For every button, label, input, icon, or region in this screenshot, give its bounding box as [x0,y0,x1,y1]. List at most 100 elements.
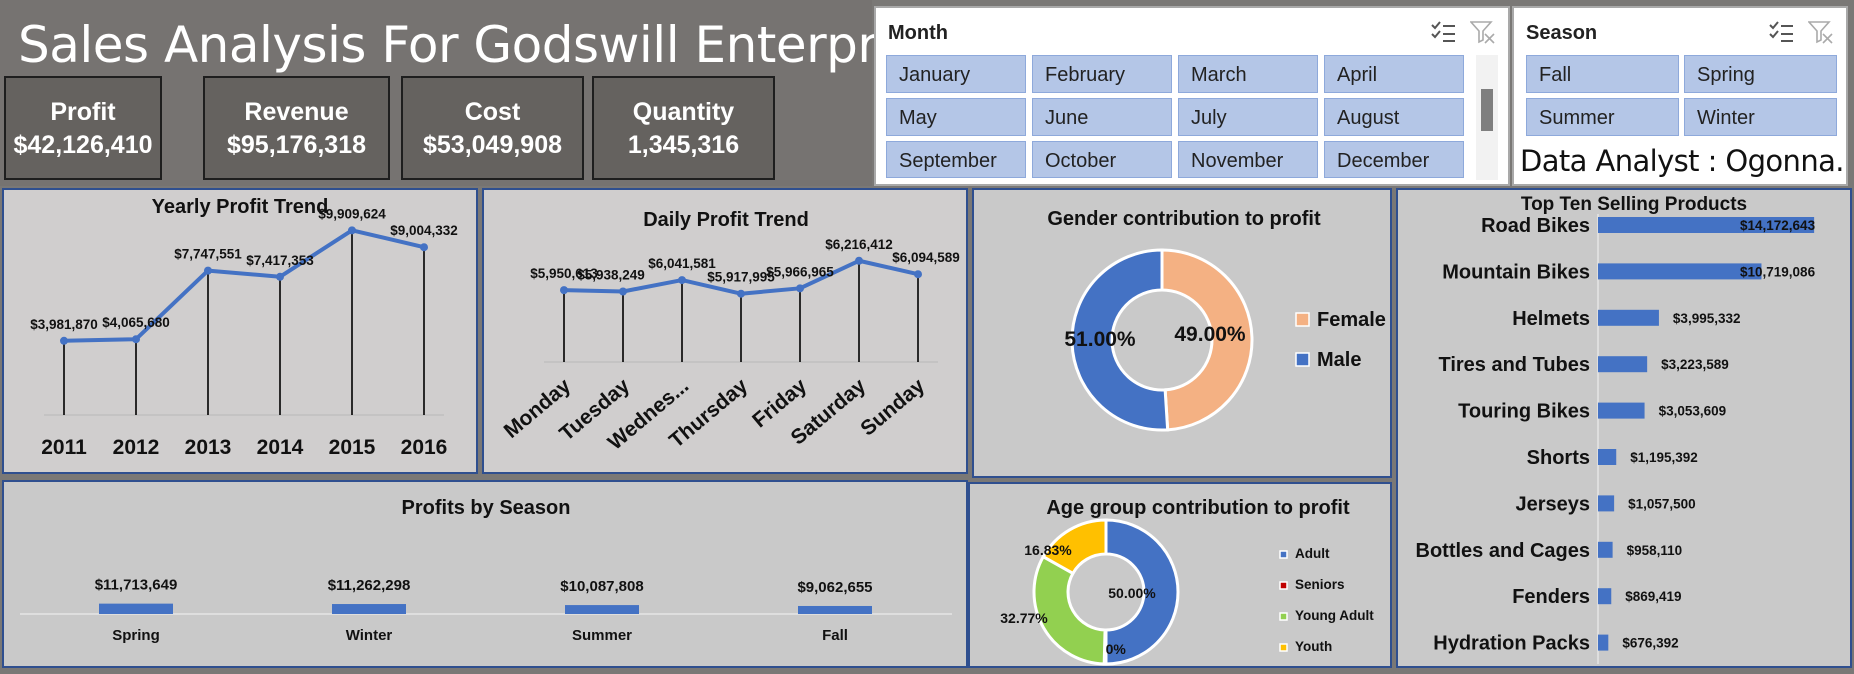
x-tick-label: 2013 [185,436,232,459]
pie-slice-adult [1104,518,1180,666]
chart-title: Top Ten Selling Products [1521,194,1747,215]
legend-swatch [1279,612,1288,621]
month-may-button[interactable]: May [886,98,1026,136]
chart-title: Gender contribution to profit [1047,208,1321,230]
month-october-button[interactable]: October [1032,141,1172,178]
month-slicer-title: Month [888,22,948,44]
month-june-button[interactable]: June [1032,98,1172,136]
y-tick-label: Jerseys [1515,493,1590,515]
bar [1598,449,1617,465]
data-label: $1,195,392 [1630,450,1698,465]
clear-filter-icon[interactable] [1808,20,1834,44]
bar [1598,309,1659,326]
scrollbar-thumb[interactable] [1481,89,1493,131]
legend-label: Young Adult [1295,608,1374,623]
month-august-button[interactable]: August [1324,98,1464,136]
profits-by-season-chart: Profits by Season $11,713,649 Spring $11,26… [2,480,968,668]
bar [332,604,406,614]
data-label: $1,057,500 [1628,496,1696,511]
season-winter-button[interactable]: Winter [1684,98,1837,136]
slice-label: 51.00% [1064,328,1136,351]
data-label: $4,065,680 [102,315,170,330]
x-tick-label: Sunday [856,374,929,441]
data-point [560,286,568,295]
multi-select-icon[interactable] [1430,20,1456,44]
legend-label: Male [1317,349,1361,371]
series-line [63,228,425,343]
y-tick-label: Shorts [1527,447,1590,469]
chart-title: Age group contribution to profit [1046,497,1350,519]
data-label: $6,216,412 [825,237,893,252]
multi-select-icon[interactable] [1768,20,1794,44]
kpi-card-cost: Cost $53,049,908 [401,76,584,180]
bar [99,603,173,614]
x-tick-label: 2015 [329,436,376,459]
bar [565,605,639,614]
bar [1598,588,1612,605]
top-ten-products-chart: Top Ten Selling Products Road Bikes $14,17… [1396,188,1852,668]
age-group-contribution-chart: Age group contribution to profit 50.00% Ad… [968,482,1392,668]
gender-contribution-chart: Gender contribution to profit 49.00% Femal… [972,188,1392,478]
data-label: $6,094,589 [892,250,960,265]
month-july-button[interactable]: July [1178,98,1318,136]
month-january-button[interactable]: January [886,55,1026,93]
gender-svg: Gender contribution to profit 49.00% Femal… [1047,208,1386,432]
x-tick-label: 2012 [113,436,160,459]
chart-title: Daily Profit Trend [643,209,809,231]
data-label: $9,004,332 [390,223,458,238]
season-fall-button[interactable]: Fall [1526,55,1679,93]
bar [1598,263,1762,280]
month-november-button[interactable]: November [1178,141,1318,178]
month-slicer-scrollbar[interactable] [1476,55,1498,180]
chart-title: Yearly Profit Trend [152,196,329,218]
daily-profit-trend-chart: Daily Profit Trend $5,950,613 Monday $5,938… [482,188,968,474]
month-february-button[interactable]: February [1032,55,1172,93]
legend-label: Female [1317,309,1386,331]
data-label: $869,419 [1625,589,1681,604]
season-summer-button[interactable]: Summer [1526,98,1679,136]
x-tick-label: 2011 [41,436,87,459]
kpi-label: Quantity [632,98,735,126]
x-tick-label: 2016 [401,436,448,459]
legend-swatch [1279,581,1288,590]
slice-label: 16.83% [1024,542,1072,558]
season-svg: Profits by Season $11,713,649 Spring $11,26… [20,497,952,644]
data-label: $3,995,332 [1673,311,1741,326]
pie-slice-female [1160,248,1254,432]
data-point [276,272,284,281]
legend-label: Adult [1295,546,1330,561]
data-label: $14,172,643 [1740,218,1816,233]
daily-svg: Daily Profit Trend$5,950,613Monday$5,938… [500,209,960,455]
pie-slice-male [1070,248,1170,432]
bar [798,605,872,614]
kpi-card-quantity: Quantity 1,345,316 [592,76,775,180]
legend-label: Seniors [1295,577,1345,592]
month-april-button[interactable]: April [1324,55,1464,93]
yearly-svg: Yearly Profit Trend $3,981,870 2011 $4,065,… [30,196,458,459]
slice-label: 50.00% [1108,585,1156,601]
season-slicer-title: Season [1526,22,1598,44]
x-tick-label: 2014 [257,436,304,459]
legend-swatch [1295,352,1310,367]
data-point [678,276,686,285]
bar [1598,495,1615,512]
y-tick-label: Mountain Bikes [1442,261,1590,283]
month-december-button[interactable]: December [1324,141,1464,178]
kpi-value: 1,345,316 [627,131,740,159]
y-tick-label: Road Bikes [1481,215,1590,237]
bar [1598,356,1648,373]
data-point [737,289,745,298]
month-march-button[interactable]: March [1178,55,1318,93]
month-september-button[interactable]: September [886,141,1026,178]
data-point [348,226,356,235]
data-label: $10,087,808 [560,578,643,595]
clear-filter-icon[interactable] [1470,20,1496,44]
kpi-value: $53,049,908 [422,131,563,159]
data-point [204,266,212,275]
slice-label: 49.00% [1174,323,1246,346]
data-label: $5,917,995 [707,270,775,285]
season-spring-button[interactable]: Spring [1684,55,1837,93]
dashboard-header: Sales Analysis For Godswill Enterprise P… [0,0,947,186]
data-point [60,336,68,345]
